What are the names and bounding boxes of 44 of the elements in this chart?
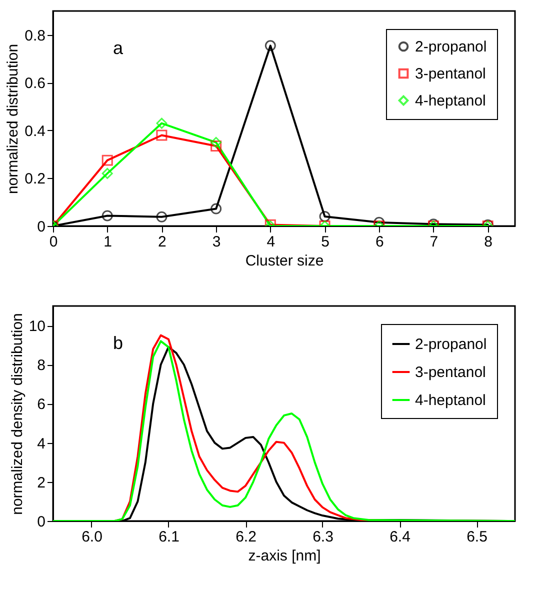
y-tick-label: 2 <box>37 474 46 492</box>
x-tick-label: 7 <box>430 234 438 250</box>
x-tick-label: 6.0 <box>82 528 102 546</box>
x-tick-label: 6.1 <box>158 528 180 546</box>
y-tick-label: 0 <box>37 514 46 530</box>
x-tick-label: 2 <box>158 234 166 250</box>
x-tick-label: 6.4 <box>390 528 410 546</box>
y-tick-label: 6 <box>37 396 46 414</box>
x-tick-label: 1 <box>104 234 112 250</box>
x-tick-label: 6.2 <box>236 528 256 546</box>
legend-label: 4-heptanol <box>415 392 486 409</box>
point <box>210 136 222 148</box>
y-tick-label: 0.8 <box>24 27 46 44</box>
x-axis-title: Cluster size <box>245 252 324 270</box>
legend-label: 4-heptanol <box>415 92 486 110</box>
x-tick-label: 3 <box>212 234 221 250</box>
y-tick-label: 0.2 <box>24 170 46 188</box>
x-tick-label: 6 <box>375 234 384 250</box>
x-axis-title: z-axis [nm] <box>248 548 321 564</box>
legend-label: 3-pentanol <box>415 66 486 82</box>
x-tick-label: 0 <box>49 234 58 250</box>
annotation: a <box>113 38 124 58</box>
y-tick-label: 0.4 <box>24 122 46 140</box>
x-tick-label: 6.5 <box>466 528 488 546</box>
point <box>210 140 222 152</box>
y-axis-title: normalized distribution <box>4 44 22 194</box>
y-axis-title: normalized density distribution <box>8 313 26 515</box>
x-tick-label: 6.3 <box>312 528 334 546</box>
y-tick-label: 4 <box>37 435 46 452</box>
y-tick-label: 0 <box>37 218 46 236</box>
point <box>102 168 113 179</box>
annotation: b <box>113 333 124 353</box>
x-tick-label: 5 <box>321 234 330 250</box>
x-tick-label: 8 <box>484 234 492 250</box>
legend-label: 2-propanol <box>415 336 487 353</box>
point <box>156 118 168 129</box>
legend-label: 2-propanol <box>415 38 487 56</box>
y-tick-label: 8 <box>37 357 46 374</box>
x-tick-label: 4 <box>266 234 276 250</box>
y-tick-label: 10 <box>28 318 46 336</box>
y-tick-label: 0.6 <box>24 75 46 92</box>
point <box>156 130 168 141</box>
legend-label: 3-pentanol <box>415 364 486 381</box>
point <box>102 154 113 166</box>
